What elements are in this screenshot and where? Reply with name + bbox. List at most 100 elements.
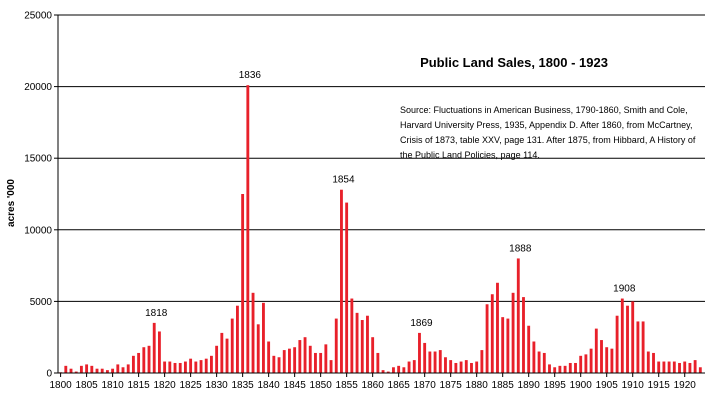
bar-1877 bbox=[459, 361, 463, 373]
x-tick-label: 1905 bbox=[596, 380, 619, 391]
bar-1874 bbox=[444, 357, 447, 373]
source-line: the Public Land Policies, page 114. bbox=[400, 150, 540, 160]
bar-1807 bbox=[95, 368, 99, 373]
bar-1812 bbox=[121, 367, 125, 373]
x-tick-label: 1840 bbox=[258, 380, 281, 391]
bar-1873 bbox=[438, 350, 442, 373]
bar-1820 bbox=[163, 361, 167, 373]
bar-1884 bbox=[496, 282, 499, 373]
bar-1863 bbox=[386, 371, 390, 373]
bar-1858 bbox=[360, 320, 364, 373]
bar-1885 bbox=[501, 317, 505, 373]
bar-1880 bbox=[475, 361, 479, 373]
bar-1822 bbox=[173, 362, 177, 373]
bar-1811 bbox=[116, 364, 120, 373]
x-tick-label: 1855 bbox=[336, 380, 359, 391]
gridlines bbox=[58, 14, 705, 302]
bar-1837 bbox=[251, 292, 255, 373]
bar-1867 bbox=[407, 361, 411, 373]
x-tick-label: 1830 bbox=[206, 380, 229, 391]
bar-1862 bbox=[381, 370, 385, 373]
bar-1881 bbox=[480, 350, 484, 373]
x-tick-label: 1900 bbox=[570, 380, 593, 391]
bar-1879 bbox=[470, 362, 473, 373]
y-tick-label: 25000 bbox=[24, 11, 52, 22]
x-tick-label: 1870 bbox=[414, 380, 437, 391]
bar-1859 bbox=[366, 315, 369, 373]
bar-1818 bbox=[152, 322, 156, 373]
x-tick-label: 1890 bbox=[518, 380, 541, 391]
bar-1831 bbox=[220, 332, 224, 373]
x-tick-label: 1800 bbox=[49, 380, 72, 391]
bar-1854 bbox=[340, 189, 343, 373]
bar-1853 bbox=[334, 318, 338, 373]
bar-1868 bbox=[412, 360, 416, 373]
x-tick-label: 1865 bbox=[388, 380, 411, 391]
bar-1850 bbox=[319, 352, 323, 373]
bar-1883 bbox=[490, 294, 494, 373]
bar-1908 bbox=[620, 298, 624, 373]
x-tick-label: 1910 bbox=[622, 380, 645, 391]
bar-1897 bbox=[563, 365, 567, 373]
bar-1886 bbox=[506, 318, 510, 373]
x-tick-label: 1810 bbox=[101, 380, 124, 391]
bar-1803 bbox=[74, 371, 78, 373]
bar-1899 bbox=[574, 362, 577, 373]
x-tick-label: 1825 bbox=[179, 380, 202, 391]
bar-1915 bbox=[657, 361, 661, 373]
bar-1860 bbox=[371, 337, 375, 373]
bar-1838 bbox=[256, 324, 260, 373]
y-tick-label: 10000 bbox=[24, 225, 52, 236]
bar-1849 bbox=[314, 352, 317, 373]
x-tick-label: 1920 bbox=[674, 380, 697, 391]
bar-1855 bbox=[345, 202, 349, 373]
bar-1890 bbox=[527, 325, 531, 373]
y-tick-label: 0 bbox=[46, 369, 52, 380]
annotation-1908: 1908 bbox=[613, 284, 636, 295]
bar-1864 bbox=[392, 367, 395, 373]
bar-1922 bbox=[693, 360, 697, 373]
bar-1887 bbox=[511, 292, 515, 373]
bar-1888 bbox=[516, 258, 520, 373]
bar-1825 bbox=[189, 358, 193, 373]
bar-1891 bbox=[532, 341, 536, 373]
bar-1919 bbox=[678, 362, 681, 373]
bar-1904 bbox=[600, 340, 603, 373]
annotation-1818: 1818 bbox=[145, 308, 168, 319]
y-tick-label: 15000 bbox=[24, 154, 52, 165]
x-tick-label: 1850 bbox=[310, 380, 333, 391]
bar-1847 bbox=[303, 337, 307, 373]
bar-1901 bbox=[584, 354, 588, 373]
bar-1906 bbox=[610, 348, 614, 373]
bar-1907 bbox=[615, 315, 619, 373]
bar-1819 bbox=[157, 331, 161, 373]
bar-1896 bbox=[558, 365, 562, 373]
bar-1878 bbox=[464, 360, 468, 373]
x-tick-label: 1815 bbox=[127, 380, 150, 391]
bar-1861 bbox=[376, 352, 380, 373]
bar-1851 bbox=[324, 344, 328, 373]
x-tick-label: 1915 bbox=[648, 380, 671, 391]
bar-1916 bbox=[662, 361, 666, 373]
bar-1909 bbox=[626, 305, 629, 373]
bar-1921 bbox=[688, 362, 692, 373]
annotation-1854: 1854 bbox=[332, 175, 355, 186]
bar-1902 bbox=[589, 348, 593, 373]
bar-1810 bbox=[111, 368, 115, 373]
bar-1802 bbox=[69, 368, 73, 373]
x-tick-label: 1845 bbox=[284, 380, 307, 391]
bar-1805 bbox=[85, 364, 89, 373]
bar-1835 bbox=[241, 194, 245, 373]
x-tick-label: 1805 bbox=[75, 380, 98, 391]
bar-1898 bbox=[568, 362, 572, 373]
bar-1882 bbox=[485, 304, 489, 373]
x-tick-label: 1820 bbox=[153, 380, 176, 391]
bar-1839 bbox=[262, 302, 265, 373]
bar-1817 bbox=[147, 345, 151, 373]
bar-1826 bbox=[194, 361, 198, 373]
source-line: Source: Fluctuations in American Busines… bbox=[400, 105, 688, 115]
annotation-1869: 1869 bbox=[410, 318, 433, 329]
bars bbox=[59, 85, 702, 374]
source-line: Crisis of 1873, table XXV, page 131. Aft… bbox=[400, 135, 696, 145]
